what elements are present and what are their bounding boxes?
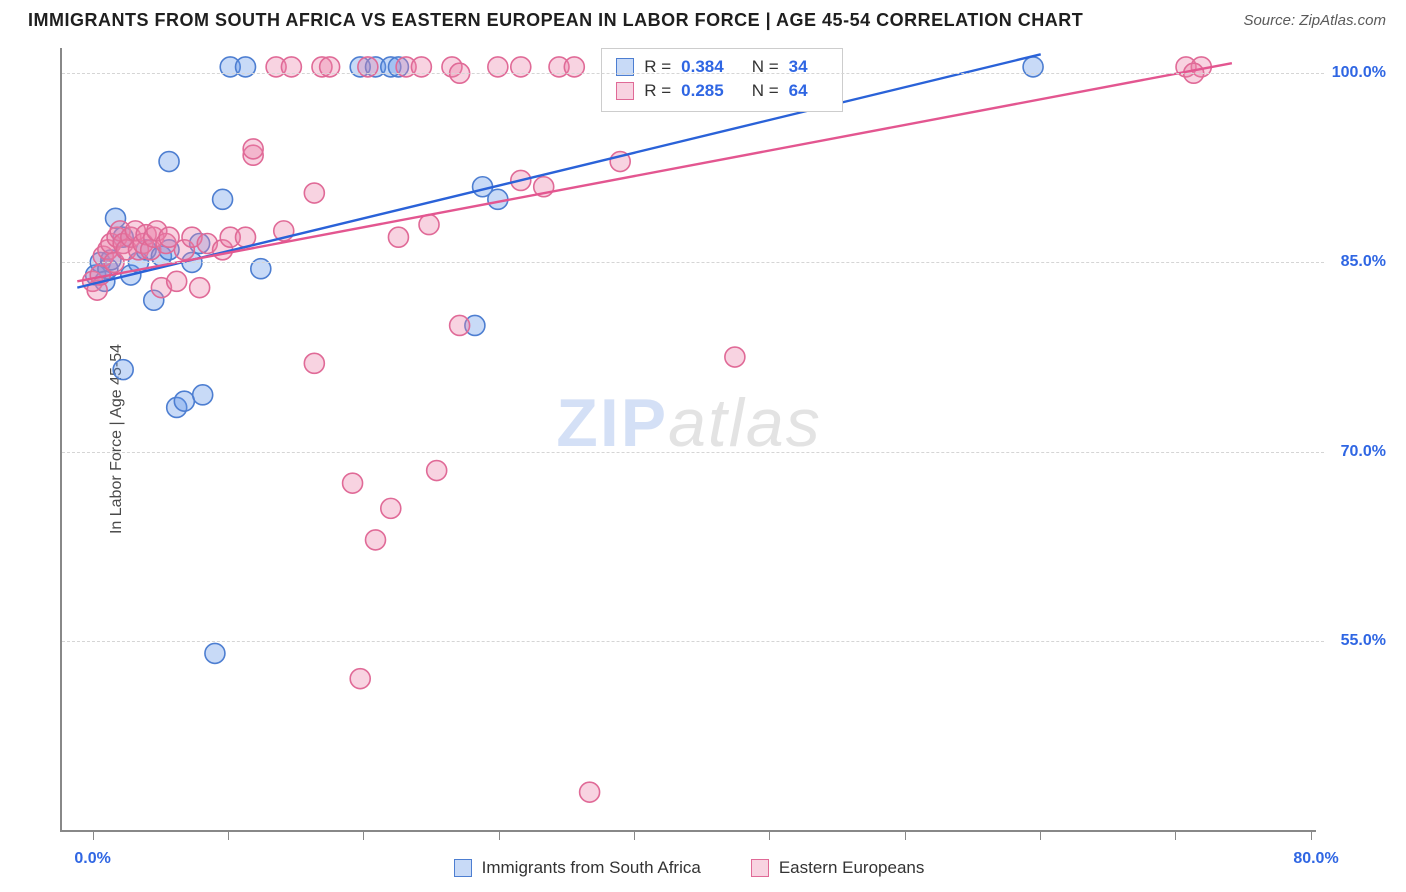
corr-r-label: R = (644, 55, 671, 79)
point-sa (113, 360, 133, 380)
corr-n-label: N = (752, 79, 779, 103)
x-tick (1311, 830, 1312, 840)
point-ee (167, 271, 187, 291)
point-ee (725, 347, 745, 367)
point-sa (213, 189, 233, 209)
x-tick-label: 80.0% (1293, 850, 1338, 868)
y-tick-label: 55.0% (1326, 632, 1386, 650)
corr-r-label: R = (644, 79, 671, 103)
point-ee (580, 782, 600, 802)
point-ee (366, 530, 386, 550)
corr-row-ee: R = 0.285 N = 64 (616, 79, 825, 103)
point-ee (243, 139, 263, 159)
x-tick (228, 830, 229, 840)
y-tick-label: 100.0% (1326, 64, 1386, 82)
point-sa (174, 391, 194, 411)
y-gridline (62, 641, 1324, 642)
x-tick (905, 830, 906, 840)
swatch-ee (616, 82, 634, 100)
corr-row-sa: R = 0.384 N = 34 (616, 55, 825, 79)
y-gridline (62, 262, 1324, 263)
point-ee (427, 461, 447, 481)
point-ee (381, 498, 401, 518)
header-row: IMMIGRANTS FROM SOUTH AFRICA VS EASTERN … (28, 10, 1386, 31)
point-sa (205, 643, 225, 663)
x-tick (93, 830, 94, 840)
x-tick (499, 830, 500, 840)
scatter-svg (62, 48, 1316, 830)
corr-r-value: 0.285 (681, 79, 724, 103)
legend-item: Eastern Europeans (751, 858, 925, 878)
legend-swatch (454, 859, 472, 877)
legend-label: Eastern Europeans (779, 858, 925, 878)
y-tick-label: 70.0% (1326, 443, 1386, 461)
point-ee (304, 353, 324, 373)
source-label: Source: ZipAtlas.com (1243, 12, 1386, 29)
legend-bottom: Immigrants from South Africa Eastern Euro… (62, 858, 1316, 878)
x-tick (769, 830, 770, 840)
y-gridline (62, 73, 1324, 74)
x-tick (1040, 830, 1041, 840)
point-ee (343, 473, 363, 493)
point-ee (190, 278, 210, 298)
corr-n-value: 34 (789, 55, 808, 79)
point-ee (388, 227, 408, 247)
y-gridline (62, 452, 1324, 453)
point-sa (159, 152, 179, 172)
x-tick (1175, 830, 1176, 840)
x-tick-label: 0.0% (74, 850, 110, 868)
legend-item: Immigrants from South Africa (454, 858, 701, 878)
y-tick-label: 85.0% (1326, 253, 1386, 271)
point-ee (419, 215, 439, 235)
corr-n-label: N = (752, 55, 779, 79)
point-ee (350, 669, 370, 689)
legend-label: Immigrants from South Africa (482, 858, 701, 878)
corr-r-value: 0.384 (681, 55, 724, 79)
trend-line-sa (77, 54, 1040, 287)
point-sa (193, 385, 213, 405)
chart-container: IMMIGRANTS FROM SOUTH AFRICA VS EASTERN … (0, 0, 1406, 892)
plot-area: In Labor Force | Age 45-54 ZIPatlas R = … (60, 48, 1316, 832)
chart-title: IMMIGRANTS FROM SOUTH AFRICA VS EASTERN … (28, 10, 1083, 31)
legend-swatch (751, 859, 769, 877)
x-tick (363, 830, 364, 840)
correlation-legend-box: R = 0.384 N = 34 R = 0.285 N = 64 (601, 48, 842, 112)
corr-n-value: 64 (789, 79, 808, 103)
x-tick (634, 830, 635, 840)
point-ee (304, 183, 324, 203)
point-ee (450, 315, 470, 335)
